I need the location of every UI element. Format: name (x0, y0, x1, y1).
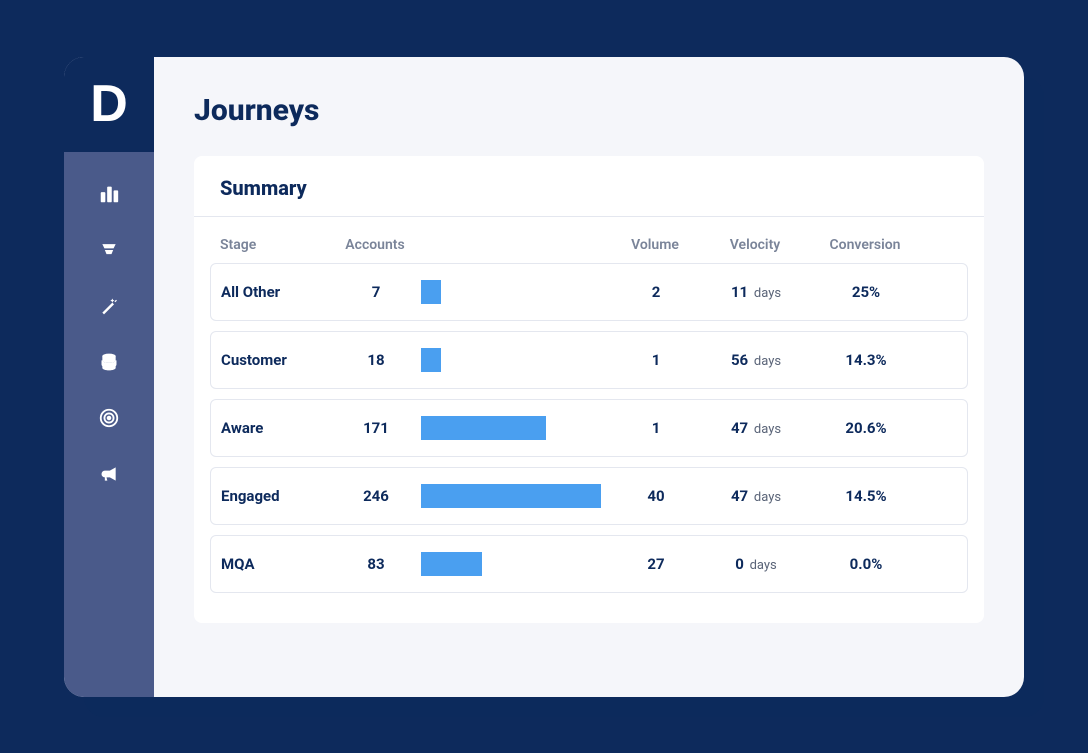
logo-letter: D (90, 74, 128, 134)
app-window: D (64, 57, 1024, 697)
megaphone-icon (99, 464, 119, 488)
accounts-bar (421, 484, 601, 508)
nav-funnel[interactable] (97, 240, 121, 264)
nav-analytics[interactable] (97, 184, 121, 208)
bar-chart-icon (98, 183, 120, 209)
table-row[interactable]: MQA83 270 days0.0% (210, 535, 968, 593)
velocity-unit: days (750, 558, 777, 573)
accounts-bar (421, 348, 441, 372)
nav-data[interactable] (97, 352, 121, 376)
velocity-unit: days (754, 490, 781, 505)
col-volume: Volume (610, 237, 700, 253)
sidebar-nav (97, 184, 121, 488)
cell-accounts: 7 (331, 283, 421, 301)
cell-conversion: 14.5% (811, 487, 921, 505)
cell-velocity: 11 days (701, 283, 811, 301)
table-row[interactable]: Engaged246 4047 days14.5% (210, 467, 968, 525)
table-body: All Other7211 days25%Customer18156 days1… (210, 263, 968, 593)
summary-card: Summary Stage Accounts Volume Velocity C… (194, 156, 984, 623)
page-title: Journeys (194, 93, 984, 128)
accounts-bar (421, 552, 482, 576)
cell-volume: 40 (611, 487, 701, 505)
velocity-unit: days (754, 286, 781, 301)
cell-accounts: 83 (331, 555, 421, 573)
col-conversion: Conversion (810, 237, 920, 253)
logo: D (64, 57, 154, 152)
cell-bar (421, 348, 611, 372)
cell-velocity: 56 days (701, 351, 811, 369)
cell-conversion: 20.6% (811, 419, 921, 437)
cell-bar (421, 416, 611, 440)
accounts-bar (421, 280, 441, 304)
nav-target[interactable] (97, 408, 121, 432)
col-velocity: Velocity (700, 237, 810, 253)
table-header: Stage Accounts Volume Velocity Conversio… (210, 223, 968, 263)
cell-volume: 2 (611, 283, 701, 301)
cell-accounts: 246 (331, 487, 421, 505)
nav-campaigns[interactable] (97, 464, 121, 488)
cell-bar (421, 280, 611, 304)
card-title: Summary (194, 156, 984, 217)
table-row[interactable]: Aware171 147 days20.6% (210, 399, 968, 457)
cell-bar (421, 552, 611, 576)
wand-icon (99, 296, 119, 320)
cell-volume: 27 (611, 555, 701, 573)
cell-velocity: 0 days (701, 555, 811, 573)
velocity-unit: days (754, 422, 781, 437)
cell-velocity: 47 days (701, 487, 811, 505)
cell-accounts: 171 (331, 419, 421, 437)
velocity-unit: days (754, 354, 781, 369)
nav-journeys[interactable] (97, 296, 121, 320)
accounts-bar (421, 416, 546, 440)
summary-table: Stage Accounts Volume Velocity Conversio… (194, 217, 984, 623)
cell-stage: Customer (221, 351, 331, 369)
table-row[interactable]: All Other7 211 days25% (210, 263, 968, 321)
target-icon (98, 407, 120, 433)
cell-conversion: 25% (811, 283, 921, 301)
cell-accounts: 18 (331, 351, 421, 369)
funnel-icon (99, 240, 119, 264)
main-content: Journeys Summary Stage Accounts Volume V… (154, 57, 1024, 697)
cell-conversion: 0.0% (811, 555, 921, 573)
table-row[interactable]: Customer18 156 days14.3% (210, 331, 968, 389)
col-accounts: Accounts (330, 237, 420, 253)
sidebar: D (64, 57, 154, 697)
cell-bar (421, 484, 611, 508)
cell-stage: MQA (221, 555, 331, 573)
cell-volume: 1 (611, 351, 701, 369)
cell-stage: Engaged (221, 487, 331, 505)
cell-conversion: 14.3% (811, 351, 921, 369)
cell-stage: All Other (221, 283, 331, 301)
cell-stage: Aware (221, 419, 331, 437)
cell-volume: 1 (611, 419, 701, 437)
col-stage: Stage (220, 237, 330, 253)
database-icon (99, 352, 119, 376)
cell-velocity: 47 days (701, 419, 811, 437)
